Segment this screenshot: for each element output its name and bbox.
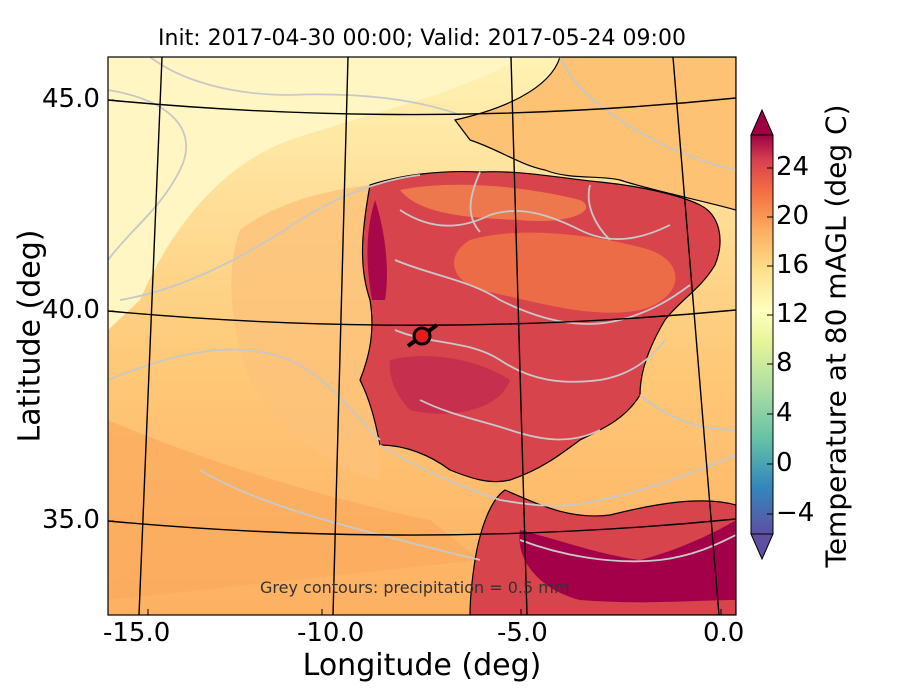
colorbar-label: Temperature at 80 mAGL (deg C)	[819, 104, 853, 568]
colorbar-tick-marks	[767, 167, 773, 515]
y-tick-label: 40.0	[42, 295, 100, 325]
meridian-minus10	[332, 57, 349, 615]
colorbar-tick-label: 20	[776, 201, 810, 231]
graticule	[108, 57, 736, 615]
france-coast	[453, 57, 736, 211]
colorbar-tick-label: 8	[776, 348, 793, 378]
colorbar-bar	[751, 135, 773, 534]
x-tick-label: -15.0	[103, 618, 171, 648]
colorbar-tick-label: 24	[776, 152, 810, 182]
colorbar-min-extend	[750, 533, 774, 561]
x-axis-ticks	[147, 609, 722, 615]
guadalquivir-hot	[389, 356, 510, 414]
x-tick-label: 0.0	[703, 618, 745, 648]
colorbar	[750, 108, 774, 561]
x-tick-label: -5.0	[497, 618, 548, 648]
site-dot	[412, 326, 432, 346]
meridian-minus5	[510, 57, 528, 615]
iberia-interior-warm	[453, 232, 676, 313]
north-plateau	[400, 184, 587, 221]
meridian-0	[672, 57, 720, 615]
x-axis-label: Longitude (deg)	[302, 648, 542, 683]
y-axis-label: Latitude (deg)	[12, 229, 48, 443]
colorbar-tick-label: 4	[776, 398, 793, 428]
portugal-hot	[367, 200, 387, 300]
cool-north-atlantic	[108, 57, 520, 330]
parallel-35	[108, 518, 736, 536]
figure-title: Init: 2017-04-30 00:00; Valid: 2017-05-2…	[158, 26, 686, 51]
y-tick-label: 35.0	[42, 505, 100, 535]
y-tick-label: 45.0	[42, 84, 100, 114]
meridian-minus15	[138, 57, 163, 615]
precip-contours	[108, 57, 736, 563]
contour-note: Grey contours: precipitation = 0.5 mm	[260, 578, 570, 597]
colorbar-tick-label: 0	[776, 448, 793, 478]
parallel-40	[108, 309, 736, 326]
x-tick-label: -10.0	[297, 618, 365, 648]
colorbar-tick-label: 16	[776, 250, 810, 280]
parallel-45	[108, 97, 736, 116]
y-axis-ticks	[108, 99, 114, 522]
colorbar-tick-label: −4	[776, 498, 815, 528]
colorbar-outline	[750, 134, 774, 535]
colorbar-max-extend	[750, 108, 774, 136]
colorbar-tick-label: 12	[776, 299, 810, 329]
map-frame	[107, 56, 737, 616]
site-marker	[406, 323, 439, 348]
